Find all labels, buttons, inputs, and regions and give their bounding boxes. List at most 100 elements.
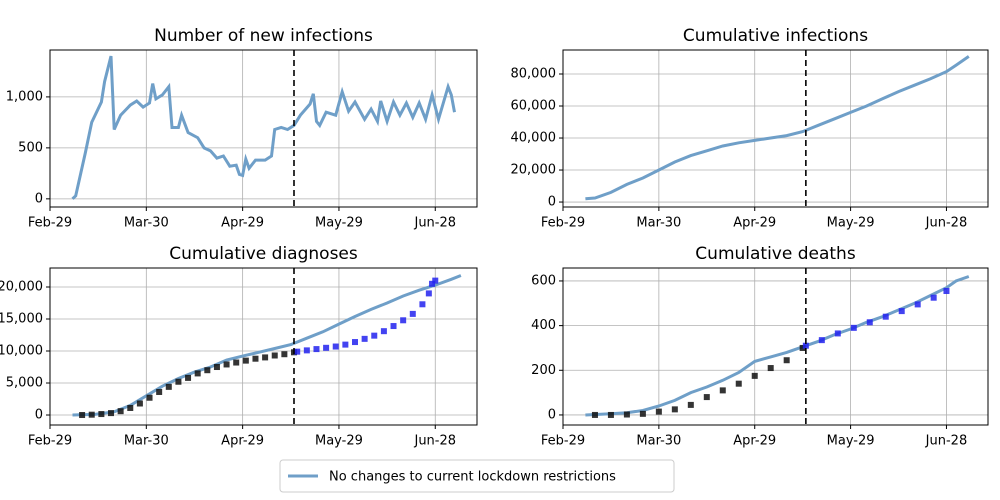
data-line (585, 275, 970, 417)
data-point (165, 383, 172, 390)
data-point (767, 365, 774, 372)
chart-title: Cumulative deaths (695, 244, 856, 264)
data-point (194, 370, 201, 377)
data-point (834, 330, 841, 337)
plot-frame (49, 267, 478, 426)
x-tick-label: Feb-29 (541, 216, 585, 231)
data-point (323, 344, 330, 351)
y-tick-label: 600 (531, 273, 556, 288)
x-tick-label: May-29 (827, 434, 875, 449)
chart-title: Cumulative infections (683, 26, 868, 46)
x-tick-label: May-29 (315, 216, 363, 231)
x-tick-label: Jun-28 (413, 216, 456, 231)
data-point (799, 344, 806, 351)
data-point (591, 411, 598, 418)
data-line (72, 274, 462, 417)
data-point (79, 412, 86, 419)
data-line (585, 55, 970, 201)
data-point (607, 411, 614, 418)
data-point (233, 359, 240, 366)
data-point (687, 401, 694, 408)
data-point (943, 288, 950, 295)
data-point (400, 317, 407, 324)
data-point (914, 301, 921, 308)
y-tick-label: 1,000 (6, 89, 43, 104)
x-tick-label: Jun-28 (413, 434, 456, 449)
x-tick-label: May-29 (315, 434, 363, 449)
x-tick-label: Mar-30 (124, 216, 169, 231)
y-tick-label: 60,000 (511, 99, 557, 114)
data-point (136, 400, 143, 407)
x-tick-label: Apr-29 (221, 216, 264, 231)
data-point (429, 280, 436, 287)
y-tick-label: 15,000 (0, 312, 43, 327)
data-point (850, 324, 857, 331)
data-point (409, 310, 416, 317)
data-point (655, 408, 662, 415)
data-point (623, 411, 630, 418)
data-point (223, 361, 230, 368)
x-tick-label: Feb-29 (541, 434, 585, 449)
x-tick-label: Mar-30 (636, 434, 681, 449)
data-point (802, 342, 809, 349)
data-point (671, 406, 678, 413)
x-tick-label: Jun-28 (925, 216, 968, 231)
data-line (71, 55, 456, 200)
data-point (242, 357, 249, 364)
data-point (146, 394, 153, 401)
y-tick-label: 10,000 (0, 344, 43, 359)
x-tick-label: Feb-29 (28, 434, 72, 449)
x-tick-label: May-29 (827, 216, 875, 231)
plot-frame (562, 49, 989, 208)
data-point (371, 332, 378, 339)
data-point (332, 343, 339, 350)
y-tick-label: 20,000 (511, 163, 557, 178)
data-point (213, 364, 220, 371)
data-point (313, 346, 320, 353)
data-point (98, 411, 105, 418)
y-tick-label: 5,000 (6, 376, 43, 391)
y-tick-label: 80,000 (511, 67, 557, 82)
chart-title: Number of new infections (154, 26, 373, 46)
data-point (882, 313, 889, 320)
data-point (108, 410, 114, 417)
data-point (390, 323, 397, 330)
data-point (352, 339, 358, 346)
data-point (303, 347, 310, 354)
x-tick-label: Apr-29 (733, 216, 776, 231)
data-point (204, 367, 211, 374)
data-point (703, 394, 710, 401)
x-tick-label: Mar-30 (636, 216, 681, 231)
data-point (185, 374, 192, 381)
data-point (361, 335, 368, 342)
y-tick-label: 20,000 (0, 280, 43, 295)
data-point (783, 357, 790, 364)
data-point (719, 387, 726, 394)
y-tick-label: 500 (18, 140, 43, 155)
y-tick-label: 200 (531, 363, 556, 378)
data-point (380, 328, 387, 335)
data-point (175, 378, 182, 385)
data-point (898, 308, 905, 315)
data-point (639, 410, 646, 417)
data-point (294, 348, 301, 355)
data-point (156, 388, 163, 395)
x-tick-label: Apr-29 (221, 434, 264, 449)
plot-frame (49, 49, 478, 208)
data-point (88, 411, 95, 418)
x-tick-label: Jun-28 (925, 434, 968, 449)
data-point (252, 355, 259, 362)
data-point (342, 341, 349, 348)
data-point (425, 290, 432, 297)
y-tick-label: 0 (548, 407, 556, 422)
y-tick-label: 0 (35, 408, 43, 423)
data-point (735, 380, 742, 387)
data-point (419, 301, 426, 308)
x-tick-label: Feb-29 (28, 216, 72, 231)
x-tick-label: Apr-29 (733, 434, 776, 449)
y-tick-label: 0 (548, 195, 556, 210)
y-tick-label: 40,000 (511, 131, 557, 146)
data-point (271, 352, 278, 359)
data-point (818, 337, 825, 344)
data-point (432, 277, 439, 284)
